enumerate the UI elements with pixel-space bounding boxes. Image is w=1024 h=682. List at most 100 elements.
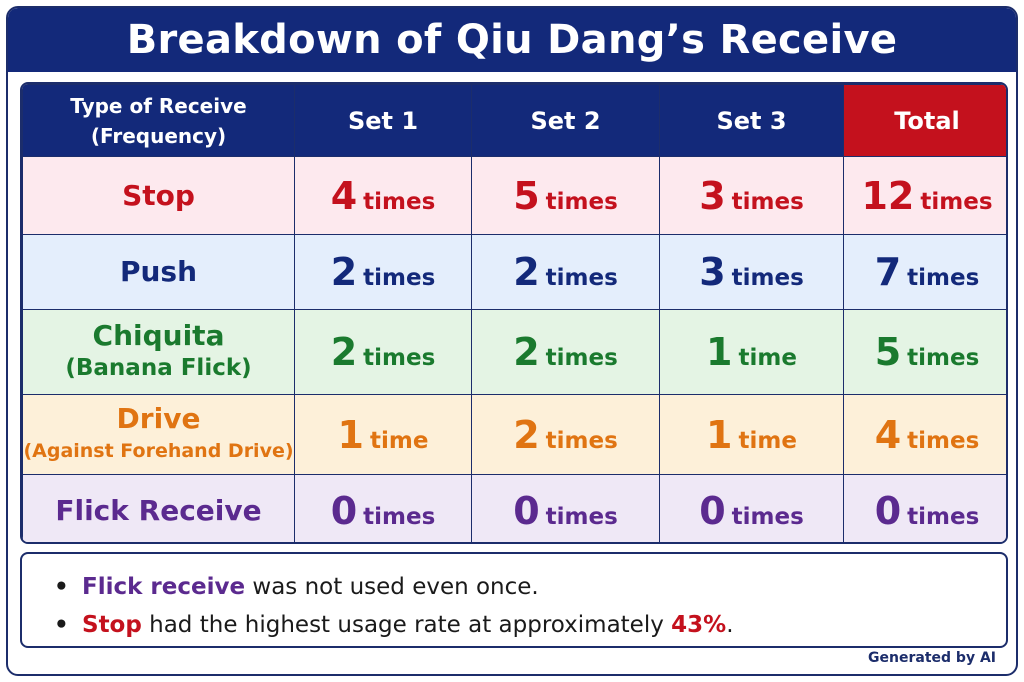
cell-total: 4 times (843, 394, 1006, 475)
cell-set1: 2 times (294, 309, 472, 395)
table-row: Stop 4 times 5 times 3 times 12 times (22, 156, 1006, 235)
cell-set2: 5 times (471, 156, 660, 235)
receive-table: Type of Receive (Frequency) Set 1 Set 2 … (20, 82, 1008, 544)
cell-unit: times (907, 427, 980, 454)
cell-unit: time (738, 345, 797, 371)
row-label-line2: (Against Forehand Drive) (23, 439, 294, 462)
cell-value: 2 (330, 250, 358, 294)
notes-box: • Flick receive was not used even once. •… (20, 552, 1008, 648)
table-row: Flick Receive 0 times 0 times 0 times 0 time… (22, 474, 1006, 542)
cell-value: 7 (874, 250, 902, 294)
cell-unit: times (907, 503, 980, 530)
cell-value: 12 (861, 173, 915, 218)
cell-value: 4 (874, 412, 902, 457)
cell-value: 5 (874, 330, 902, 374)
cell-set3: 0 times (659, 474, 844, 542)
cell-set2: 0 times (471, 474, 660, 542)
header-set3: Set 3 (659, 84, 844, 157)
cell-value: 4 (330, 173, 358, 218)
cell-unit: times (545, 345, 618, 371)
row-label-line1: Push (119, 255, 198, 288)
cell-unit: times (363, 345, 436, 371)
cell-value: 3 (699, 173, 726, 218)
note-percent: 43% (671, 612, 727, 638)
cell-value: 0 (513, 488, 540, 533)
cell-unit: times (731, 188, 804, 215)
bullet-icon: • (54, 574, 69, 600)
header-type-line1: Type of Receive (70, 93, 247, 118)
cell-set2: 2 times (471, 309, 660, 395)
row-label-drive: Drive (Against Forehand Drive) (22, 394, 295, 475)
cell-total: 5 times (843, 309, 1006, 395)
cell-unit: times (363, 265, 436, 291)
cell-value: 5 (513, 173, 540, 218)
row-label-line1: Flick Receive (55, 493, 262, 527)
cell-value: 2 (330, 330, 358, 374)
cell-unit: times (920, 188, 993, 215)
cell-total: 7 times (843, 234, 1006, 310)
note-highlight: Flick receive (82, 574, 246, 600)
cell-value: 0 (699, 488, 726, 533)
header-set2: Set 2 (471, 84, 660, 157)
cell-value: 2 (513, 250, 540, 294)
cell-unit: times (545, 265, 618, 291)
table-row: Push 2 times 2 times 3 times 7 times (22, 234, 1006, 310)
header-total: Total (843, 84, 1006, 157)
row-label-line1: Chiquita (92, 319, 225, 352)
cell-total: 12 times (843, 156, 1006, 235)
cell-value: 3 (699, 250, 726, 294)
cell-set1: 1 time (294, 394, 472, 475)
cell-unit: times (907, 345, 980, 371)
cell-set3: 3 times (659, 234, 844, 310)
row-label-line2: (Banana Flick) (65, 355, 252, 381)
note-item: • Stop had the highest usage rate at appr… (54, 606, 1006, 644)
cell-value: 1 (706, 330, 733, 374)
cell-unit: times (363, 503, 436, 530)
note-text: had the highest usage rate at approximat… (141, 612, 672, 638)
cell-value: 0 (874, 488, 902, 533)
cell-value: 0 (330, 488, 358, 533)
row-label-line1: Drive (116, 401, 201, 435)
row-label-chiquita: Chiquita (Banana Flick) (22, 309, 295, 395)
cell-unit: times (545, 503, 618, 530)
cell-value: 1 (706, 412, 733, 457)
note-item: • Flick receive was not used even once. (54, 568, 1006, 606)
cell-value: 2 (513, 412, 540, 457)
cell-value: 2 (513, 330, 540, 374)
cell-unit: times (907, 265, 980, 291)
table-header-row: Type of Receive (Frequency) Set 1 Set 2 … (22, 84, 1006, 157)
row-label-stop: Stop (22, 156, 295, 235)
infographic-frame: Breakdown of Qiu Dang’s Receive Type of … (6, 6, 1018, 676)
row-label-push: Push (22, 234, 295, 310)
header-type-line2: (Frequency) (90, 123, 227, 148)
table-row: Drive (Against Forehand Drive) 1 time 2 ti… (22, 394, 1006, 475)
cell-unit: times (363, 188, 436, 215)
cell-unit: times (545, 427, 618, 454)
note-text: was not used even once. (245, 574, 539, 600)
generated-by-credit: Generated by AI (868, 650, 996, 666)
header-type-of-receive: Type of Receive (Frequency) (22, 84, 295, 157)
cell-set2: 2 times (471, 394, 660, 475)
cell-set1: 2 times (294, 234, 472, 310)
cell-set3: 1 time (659, 309, 844, 395)
cell-set3: 3 times (659, 156, 844, 235)
row-label-line1: Stop (122, 178, 195, 212)
cell-set1: 0 times (294, 474, 472, 542)
cell-unit: times (731, 503, 804, 530)
cell-set2: 2 times (471, 234, 660, 310)
cell-value: 1 (337, 412, 364, 457)
header-set1: Set 1 (294, 84, 472, 157)
receive-breakdown-table: Type of Receive (Frequency) Set 1 Set 2 … (22, 84, 1006, 542)
note-end: . (726, 612, 734, 638)
bullet-icon: • (54, 612, 69, 638)
cell-set1: 4 times (294, 156, 472, 235)
cell-unit: time (738, 427, 797, 454)
cell-set3: 1 time (659, 394, 844, 475)
cell-unit: time (370, 427, 429, 454)
row-label-flick-receive: Flick Receive (22, 474, 295, 542)
note-highlight: Stop (82, 612, 142, 638)
cell-unit: times (545, 188, 618, 215)
cell-total: 0 times (843, 474, 1006, 542)
cell-unit: times (731, 265, 804, 291)
